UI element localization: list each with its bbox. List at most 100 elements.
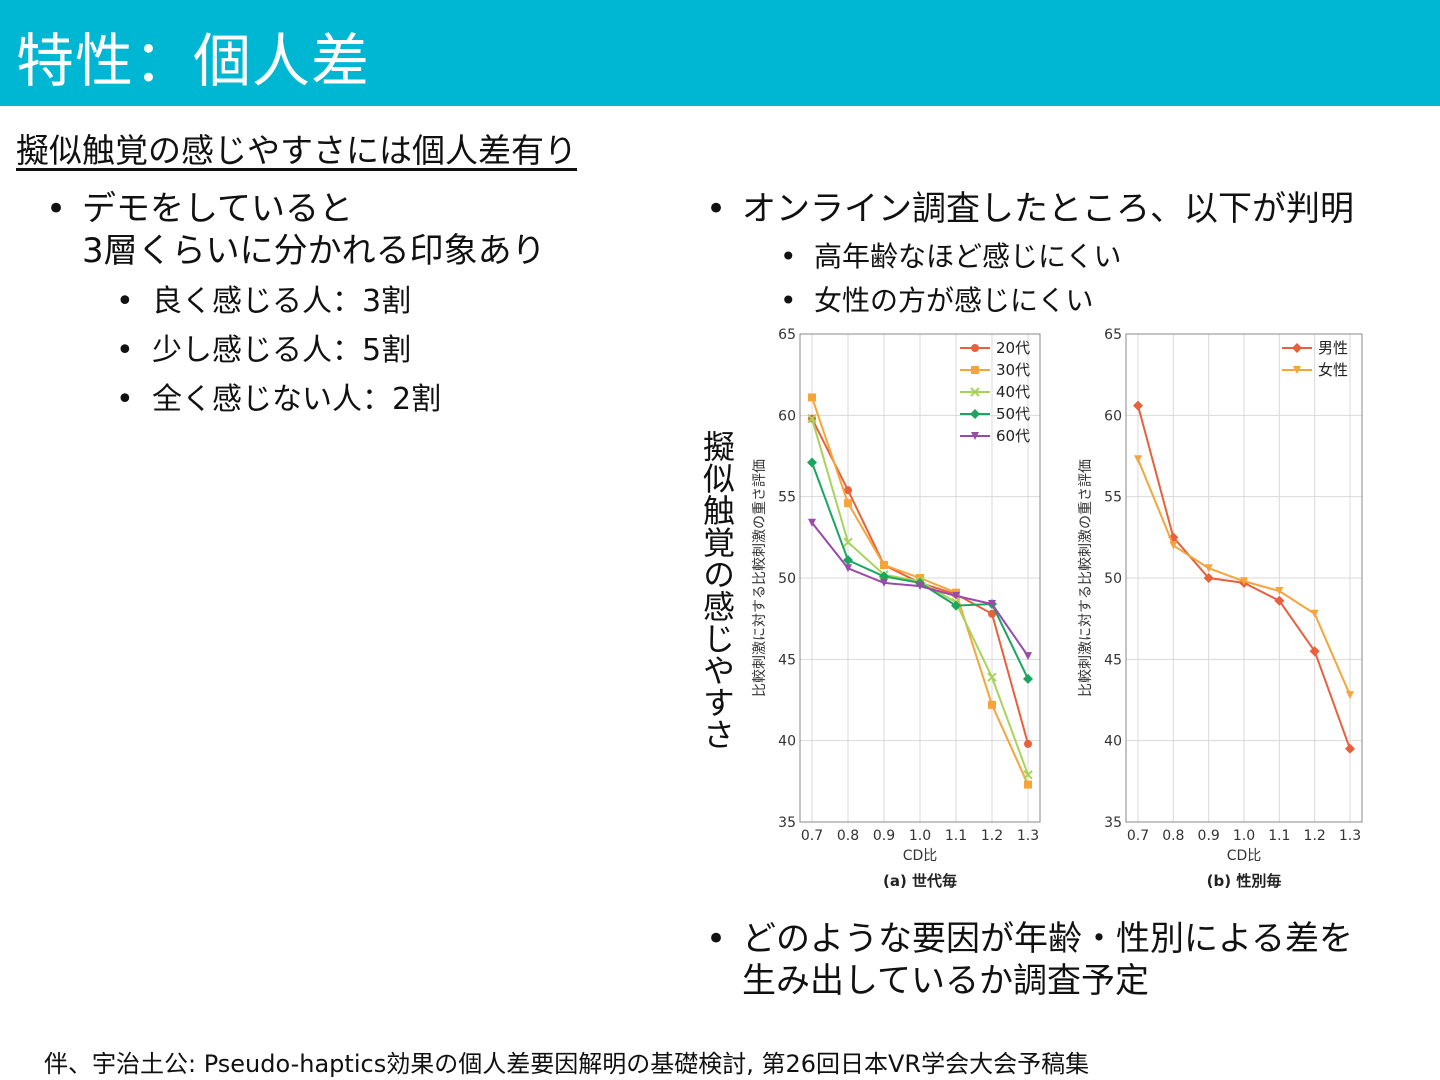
legend-marker [970, 387, 980, 397]
right-bullet: • オンライン調査したところ、以下が判明 [706, 188, 1354, 230]
bullet-dot: • [706, 919, 727, 959]
plot-frame [799, 333, 1041, 823]
right-bullet-2: • どのような要因が年齢・性別による差を 生み出しているか調査予定 [706, 918, 1353, 1002]
data-point [843, 555, 853, 566]
page-title: 特性：個人差 [16, 27, 371, 95]
legend-label: 男性 [1318, 339, 1348, 357]
figure-ylabel: 擬似触覚の感じやすさ [698, 430, 736, 750]
legend-marker [971, 432, 979, 440]
left-subitem-3: • 全く感じない人：2割 [116, 382, 442, 418]
x-axis-label: CD比 [903, 848, 938, 864]
x-tick-label: 1.0 [1233, 828, 1255, 844]
data-point [1203, 573, 1214, 583]
y-tick-label: 60 [778, 408, 796, 424]
chart-title: (b) 性別毎 [1207, 872, 1282, 890]
left-bullet-line-1: デモをしていると [82, 189, 353, 229]
subtitle: 擬似触覚の感じやすさには個人差有り [16, 131, 577, 170]
data-point [879, 571, 889, 582]
left-subitem-label: 全く感じない人：2割 [152, 382, 442, 417]
data-point [843, 537, 853, 547]
data-point [1023, 673, 1033, 684]
x-tick-label: 0.7 [1127, 828, 1149, 844]
legend-marker [971, 344, 979, 352]
data-point [1310, 609, 1319, 618]
data-point [1275, 587, 1284, 596]
data-point [808, 393, 816, 402]
legend-label: 30代 [996, 361, 1030, 379]
data-point [951, 600, 961, 611]
bullet-dot: • [780, 284, 797, 317]
right-subitem-label: 高年齢なほど感じにくい [814, 240, 1122, 273]
left-subitem-label: 少し感じる人：5割 [152, 333, 412, 368]
data-point [808, 518, 816, 527]
bullet-dot: • [116, 284, 134, 319]
data-point [952, 591, 960, 600]
data-point [988, 600, 996, 609]
data-point [988, 700, 996, 709]
data-point [880, 560, 888, 569]
y-tick-label: 50 [1104, 571, 1122, 587]
y-tick-label: 45 [1104, 652, 1122, 668]
y-tick-label: 45 [778, 652, 796, 668]
figure-charts: 35 40 45 50 55 60 65 0.7 0.8 0.9 1.0 1.1 1.2 1.3 CD比 (a… [751, 327, 1363, 890]
y-tick-label: 65 [1104, 327, 1122, 343]
y-tick-label: 35 [778, 815, 796, 831]
data-point [1133, 400, 1143, 411]
x-tick-label: 0.8 [1162, 828, 1184, 844]
y-axis-label: 比較刺激に対する比較刺激の重さ評価 [751, 459, 768, 697]
y-tick-label: 35 [1104, 815, 1122, 831]
bullet-dot: • [706, 189, 727, 229]
x-tick-label: 0.9 [1198, 828, 1220, 844]
right-bullet-2-line-1: どのような要因が年齢・性別による差を [742, 919, 1353, 959]
data-point [1024, 780, 1032, 789]
data-point [987, 672, 997, 682]
data-point [1309, 646, 1320, 657]
bullet-dot: • [116, 333, 134, 368]
legend-label: 20代 [996, 339, 1030, 357]
x-tick-label: 1.3 [1339, 828, 1361, 844]
right-subitem-2: • 女性の方が感じにくい [780, 284, 1094, 318]
data-point [1024, 739, 1032, 748]
x-tick-label: 1.2 [1304, 828, 1326, 844]
data-point [844, 499, 852, 508]
y-axis-label: 比較刺激に対する比較刺激の重さ評価 [1077, 459, 1094, 697]
citation-footer: 伴、宇治土公: Pseudo-haptics効果の個人差要因解明の基礎検討, 第… [44, 1050, 1090, 1078]
data-point [1134, 455, 1142, 464]
data-point [1169, 541, 1178, 550]
header-bar: 特性：個人差 [0, 0, 1440, 106]
data-point [988, 609, 996, 618]
x-axis-label: CD比 [1227, 848, 1262, 864]
x-tick-label: 0.7 [801, 828, 823, 844]
legend-label: 女性 [1318, 361, 1348, 379]
y-tick-label: 40 [1104, 734, 1122, 750]
x-tick-label: 1.3 [1017, 828, 1039, 844]
x-tick-label: 0.8 [837, 828, 859, 844]
y-tick-label: 60 [1104, 408, 1122, 424]
data-point [1023, 770, 1033, 780]
data-point [1345, 743, 1355, 754]
x-tick-label: 1.0 [909, 828, 931, 844]
right-subitem-label: 女性の方が感じにくい [814, 284, 1094, 317]
x-tick-label: 1.1 [1268, 828, 1290, 844]
data-point [1204, 564, 1213, 573]
right-bullet-label: オンライン調査したところ、以下が判明 [742, 189, 1354, 229]
data-point [1346, 691, 1354, 700]
left-subitem-1: • 良く感じる人：3割 [116, 284, 412, 320]
legend-marker [971, 366, 979, 374]
bullet-dot: • [780, 240, 797, 273]
y-tick-label: 55 [1104, 490, 1122, 506]
data-point [844, 486, 852, 495]
chart-title: (a) 世代毎 [883, 872, 957, 890]
legend-label: 50代 [996, 405, 1030, 423]
legend-label: 40代 [996, 383, 1030, 401]
left-subitem-label: 良く感じる人：3割 [152, 284, 412, 319]
left-subitem-2: • 少し感じる人：5割 [116, 333, 412, 369]
data-point [880, 578, 888, 587]
x-tick-label: 1.1 [945, 828, 967, 844]
y-tick-label: 55 [778, 490, 796, 506]
data-point [807, 457, 817, 468]
plot-frame [1125, 333, 1363, 823]
data-point [844, 564, 852, 573]
left-bullet: • デモをしていると 3層くらいに分かれる印象あり [46, 188, 546, 272]
bullet-dot: • [116, 382, 134, 417]
